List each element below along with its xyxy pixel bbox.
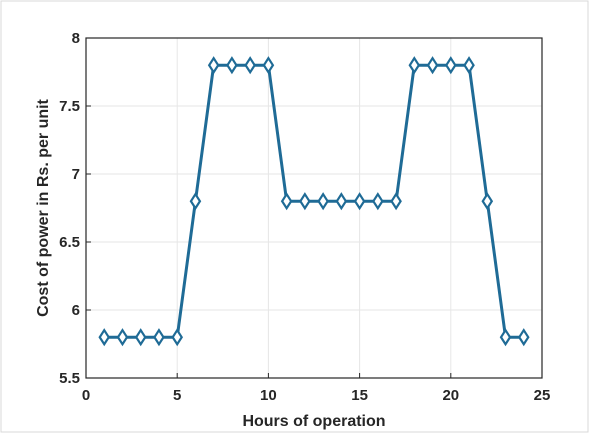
data-point-marker — [134, 328, 147, 347]
data-point-marker — [189, 192, 202, 211]
x-tick-label: 25 — [534, 387, 551, 404]
data-point-marker — [390, 192, 402, 211]
x-tick-label: 15 — [351, 387, 368, 404]
data-point-marker — [353, 192, 366, 211]
y-tick-label: 6.5 — [59, 234, 80, 251]
y-axis-title: Cost of power in Rs. per unit — [35, 98, 52, 316]
data-points — [98, 56, 530, 347]
data-point-marker — [517, 328, 530, 347]
x-tick-label: 5 — [173, 387, 181, 404]
data-point-marker — [463, 56, 475, 75]
data-point-marker — [317, 192, 329, 211]
data-point-marker — [207, 56, 220, 75]
data-point-marker — [299, 192, 311, 211]
y-tick-label: 7.5 — [59, 98, 80, 115]
data-point-marker — [499, 328, 512, 347]
axes — [85, 37, 543, 379]
axes-box — [85, 37, 543, 379]
data-point-marker — [372, 192, 384, 211]
y-tick-label: 5.5 — [59, 370, 80, 387]
data-point-marker — [262, 56, 275, 75]
x-tick-labels: 0 5 10 15 20 25 — [82, 387, 551, 404]
data-point-marker — [426, 56, 439, 75]
data-point-marker — [280, 192, 293, 211]
y-tick-label: 7 — [72, 166, 80, 183]
data-point-marker — [481, 192, 494, 211]
data-point-marker — [153, 328, 165, 347]
data-point-marker — [408, 56, 421, 75]
x-tick-label: 10 — [260, 387, 277, 404]
plot-area — [86, 38, 542, 378]
y-tick-labels: 5.5 6 6.5 7 7.5 8 — [59, 30, 80, 387]
data-point-marker — [335, 192, 348, 211]
y-tick-label: 8 — [72, 30, 80, 47]
data-point-marker — [226, 56, 238, 75]
data-point-marker — [98, 328, 111, 347]
data-point-marker — [244, 56, 256, 75]
y-tick-label: 6 — [72, 302, 80, 319]
data-point-marker — [116, 328, 129, 347]
data-point-marker — [171, 328, 184, 347]
x-axis-title: Hours of operation — [242, 413, 385, 430]
x-tick-label: 20 — [442, 387, 459, 404]
x-tick-label: 0 — [82, 387, 90, 404]
data-point-marker — [444, 56, 457, 75]
